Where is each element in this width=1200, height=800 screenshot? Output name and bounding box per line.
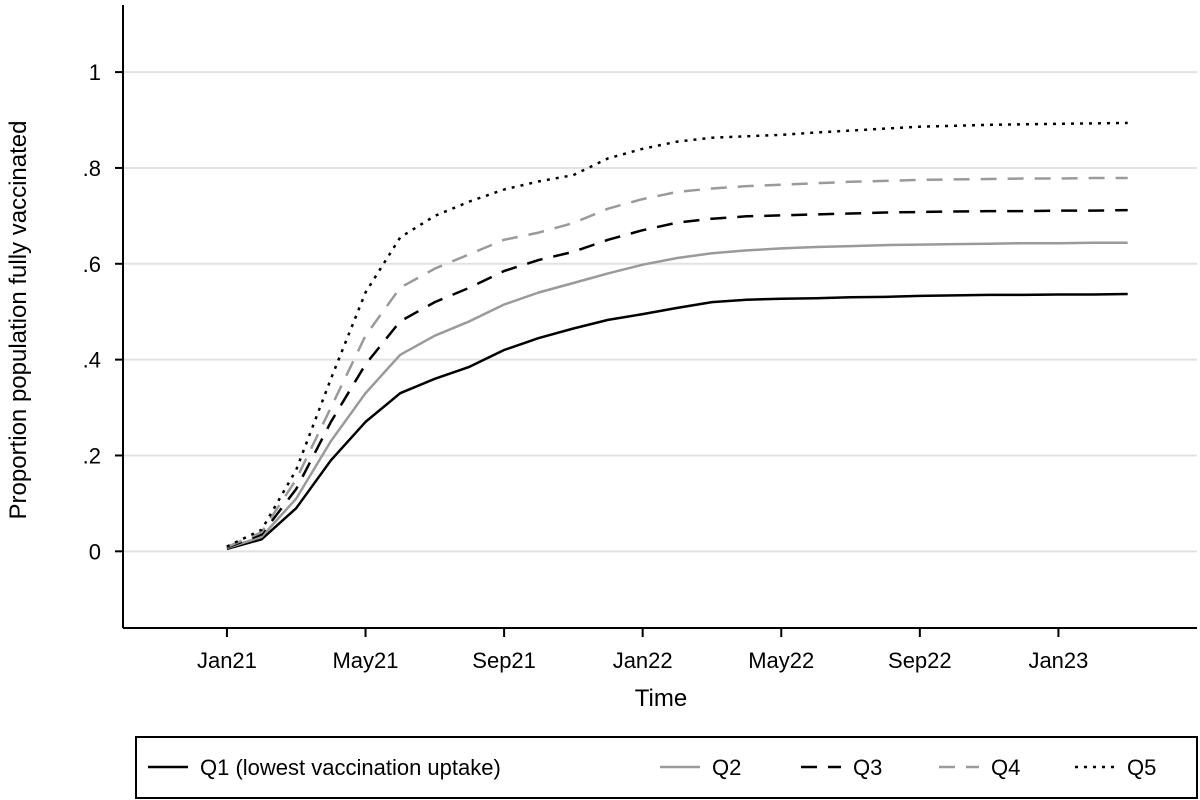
series-line-2: [226, 241, 1128, 550]
x-tick-label: Sep22: [888, 648, 952, 673]
series-line-1: [226, 292, 1128, 551]
x-tick-label: May21: [332, 648, 398, 673]
series-line-4: [226, 176, 1128, 549]
legend-items: Q1 (lowest vaccination uptake) Q2 Q3 Q4 Q5: [148, 755, 1156, 780]
legend-label: Q5: [1127, 755, 1156, 780]
series-line-3: [226, 208, 1128, 549]
x-axis-title: Time: [635, 685, 687, 712]
x-tick-label: Jan21: [197, 648, 257, 673]
x-tick-label: Jan22: [613, 648, 673, 673]
y-tick-label: 0: [89, 539, 101, 564]
y-axis-title: Proportion population fully vaccinated: [5, 121, 32, 520]
legend: Q1 (lowest vaccination uptake) Q2 Q3 Q4 Q5: [135, 736, 1198, 799]
y-tick-label: .8: [83, 156, 101, 181]
y-tick-label: .4: [83, 348, 101, 373]
legend-label: Q4: [991, 755, 1020, 780]
legend-label: Q1 (lowest vaccination uptake): [200, 755, 501, 780]
axes: [122, 5, 1197, 629]
legend-label: Q2: [712, 755, 741, 780]
y-tick-label: 1: [89, 60, 101, 85]
y-tick-label: .2: [83, 443, 101, 468]
legend-label: Q3: [853, 755, 882, 780]
y-ticks: 0 .2 .4 .6 .8 1: [83, 60, 123, 564]
gridlines: [123, 71, 1197, 553]
y-tick-label: .6: [83, 252, 101, 277]
x-tick-label: Sep21: [472, 648, 536, 673]
x-tick-label: May22: [748, 648, 814, 673]
series-lines: [226, 121, 1128, 551]
x-ticks: Jan21 May21 Sep21 Jan22 May22 Sep22 Jan23: [197, 628, 1088, 673]
series-line-5: [226, 121, 1128, 548]
x-tick-label: Jan23: [1028, 648, 1088, 673]
